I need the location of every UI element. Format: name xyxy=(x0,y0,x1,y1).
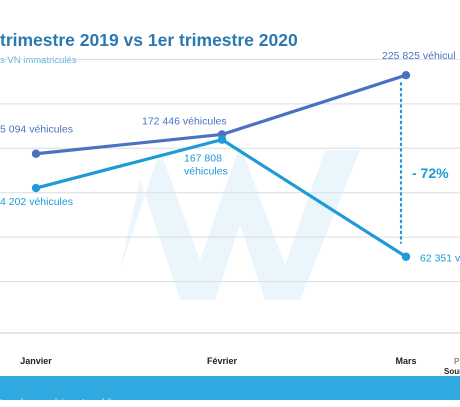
data-point xyxy=(401,70,411,80)
data-label: 225 825 véhicul xyxy=(382,50,456,62)
x-tick-label: Janvier xyxy=(20,356,52,366)
footer-text: ture des marchés automobiles xyxy=(0,397,121,407)
chart-subtitle: s VN immatriculés xyxy=(0,55,77,66)
data-point xyxy=(31,183,41,193)
data-label: 4 202 véhicules xyxy=(0,196,73,208)
data-point xyxy=(401,252,411,261)
watermark-logo xyxy=(120,145,360,300)
data-label: 62 351 v xyxy=(420,253,460,265)
data-label: 172 446 véhicules xyxy=(142,115,227,127)
line-chart: Janvier Février Mars 5 094 véhicules 172 44… xyxy=(0,50,460,366)
chart-annotations: - 72% xyxy=(399,82,449,244)
source-label: Sourc xyxy=(444,367,460,376)
source-prefix: P xyxy=(454,357,460,366)
x-tick-label: Février xyxy=(207,356,238,366)
data-label: 5 094 véhicules xyxy=(0,124,73,136)
footer-bar xyxy=(0,376,460,400)
x-tick-label: Mars xyxy=(395,356,416,366)
watermark-shape xyxy=(120,145,360,300)
data-point xyxy=(217,135,227,144)
data-point xyxy=(31,149,41,158)
x-axis-ticks: Janvier Février Mars xyxy=(20,356,416,366)
chart-title: trimestre 2019 vs 1er trimestre 2020 xyxy=(0,30,298,50)
change-annotation: - 72% xyxy=(412,165,449,181)
chart-series: 5 094 véhicules 172 446 véhicules 225 825 … xyxy=(0,50,460,265)
data-label: 167 808 véhicules xyxy=(184,153,228,178)
